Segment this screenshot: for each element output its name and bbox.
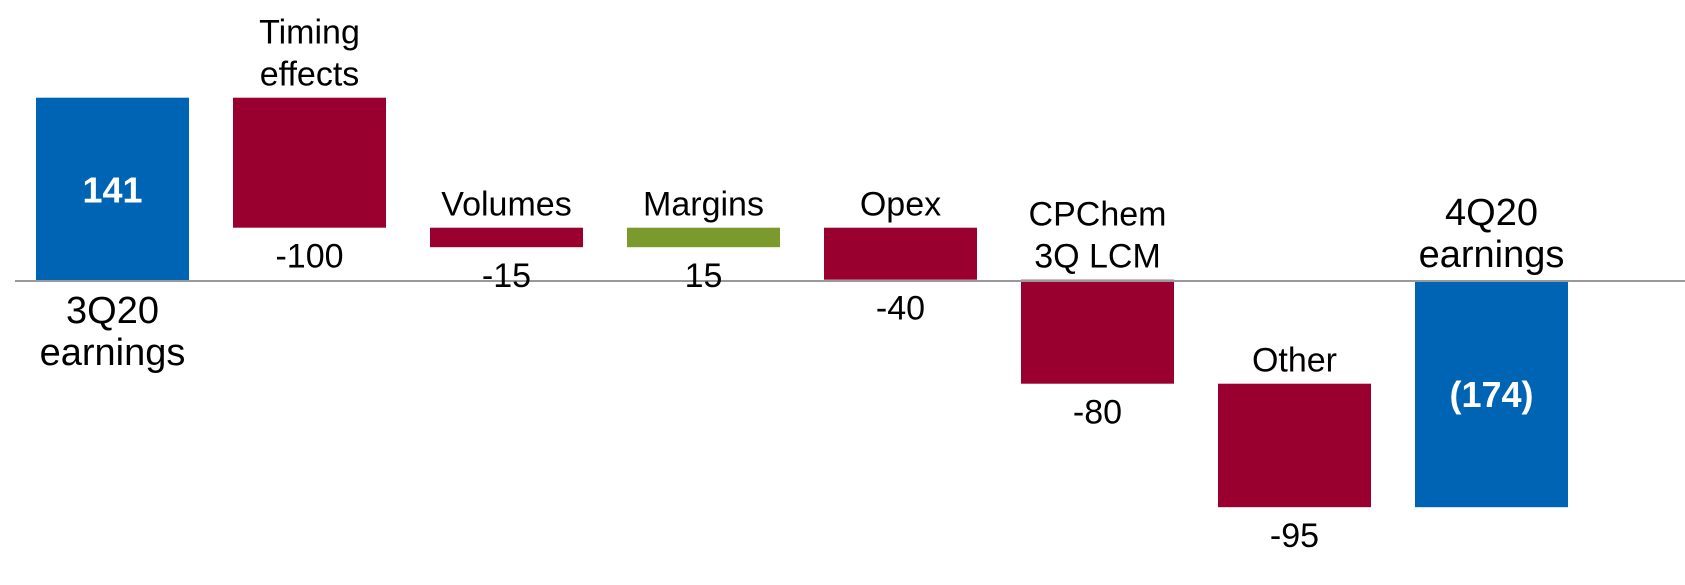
value-label-3q20-earnings: 141	[82, 169, 142, 210]
category-label-timing-effects-0: Timing	[259, 14, 360, 52]
category-label-cpchem-3q-lcm-1: 3Q LCM	[1034, 238, 1161, 276]
value-label-opex: -40	[876, 290, 925, 328]
category-label-other-0: Other	[1252, 342, 1337, 380]
category-label-margins-0: Margins	[643, 186, 764, 224]
bar-volumes	[430, 227, 583, 248]
bar-other	[1218, 383, 1371, 508]
bars-layer	[36, 97, 1568, 508]
bar-cpchem-3q-lcm	[1021, 279, 1174, 384]
bar-timing-effects	[233, 97, 386, 228]
bar-opex	[824, 227, 977, 280]
value-label-margins: 15	[685, 257, 723, 295]
category-label-cpchem-3q-lcm-0: CPChem	[1029, 196, 1167, 234]
value-label-cpchem-3q-lcm: -80	[1073, 394, 1122, 432]
category-label-4q20-earnings-1: earnings	[1419, 234, 1565, 276]
category-label-volumes-0: Volumes	[441, 186, 571, 224]
labels-layer: 1413Q20earningsTimingeffects-100Volumes-…	[40, 14, 1565, 556]
category-label-3q20-earnings-1: earnings	[40, 332, 186, 374]
value-label-volumes: -15	[482, 257, 531, 295]
value-label-other: -95	[1270, 517, 1319, 555]
bar-3q20-earnings	[36, 97, 189, 281]
bar-4q20-earnings	[1415, 281, 1568, 508]
bar-margins	[627, 227, 780, 248]
category-label-opex-0: Opex	[860, 186, 941, 224]
value-label-timing-effects: -100	[275, 238, 343, 276]
category-label-3q20-earnings-0: 3Q20	[66, 290, 159, 332]
category-label-4q20-earnings-0: 4Q20	[1445, 192, 1538, 234]
value-label-4q20-earnings: (174)	[1449, 374, 1533, 415]
category-label-timing-effects-1: effects	[260, 56, 360, 94]
